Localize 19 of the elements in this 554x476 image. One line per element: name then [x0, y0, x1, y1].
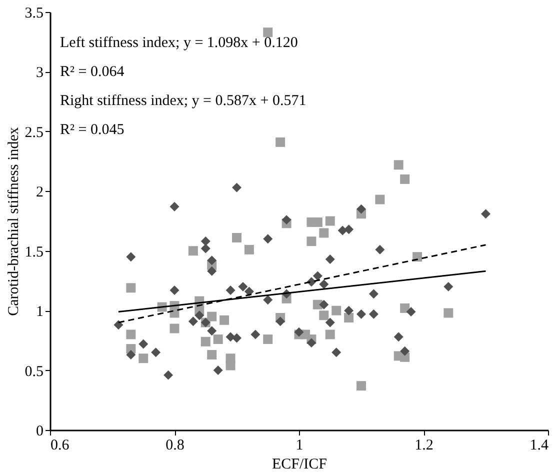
y-tick-label: 3: [36, 65, 44, 82]
annotation: Left stiffness index; y = 1.098x + 0.120: [60, 35, 298, 51]
y-tick-label: 2: [36, 184, 44, 201]
x-tick-label: 1.2: [414, 438, 434, 454]
y-tick-label: 3.5: [24, 6, 44, 22]
x-tick-label: 1.4: [530, 438, 549, 454]
x-tick-label: 0.6: [50, 438, 70, 454]
annotation: Right stiffness index; y = 0.587x + 0.571: [60, 93, 306, 109]
y-axis-title: Carotid-brachial stiffness index: [6, 126, 22, 316]
annotation: R² = 0.045: [60, 122, 124, 138]
y-tick-label: 0.5: [24, 364, 44, 380]
y-tick-label: 2.5: [24, 124, 44, 141]
x-tick-label: 1: [296, 438, 304, 454]
y-tick-label: 1: [36, 304, 44, 320]
y-tick-label: 0: [36, 424, 44, 440]
x-axis-title: ECF/ICF: [272, 456, 328, 472]
y-tick-label: 1.5: [24, 244, 44, 260]
annotation: R² = 0.064: [60, 64, 125, 80]
x-tick-label: 0.8: [166, 438, 184, 454]
